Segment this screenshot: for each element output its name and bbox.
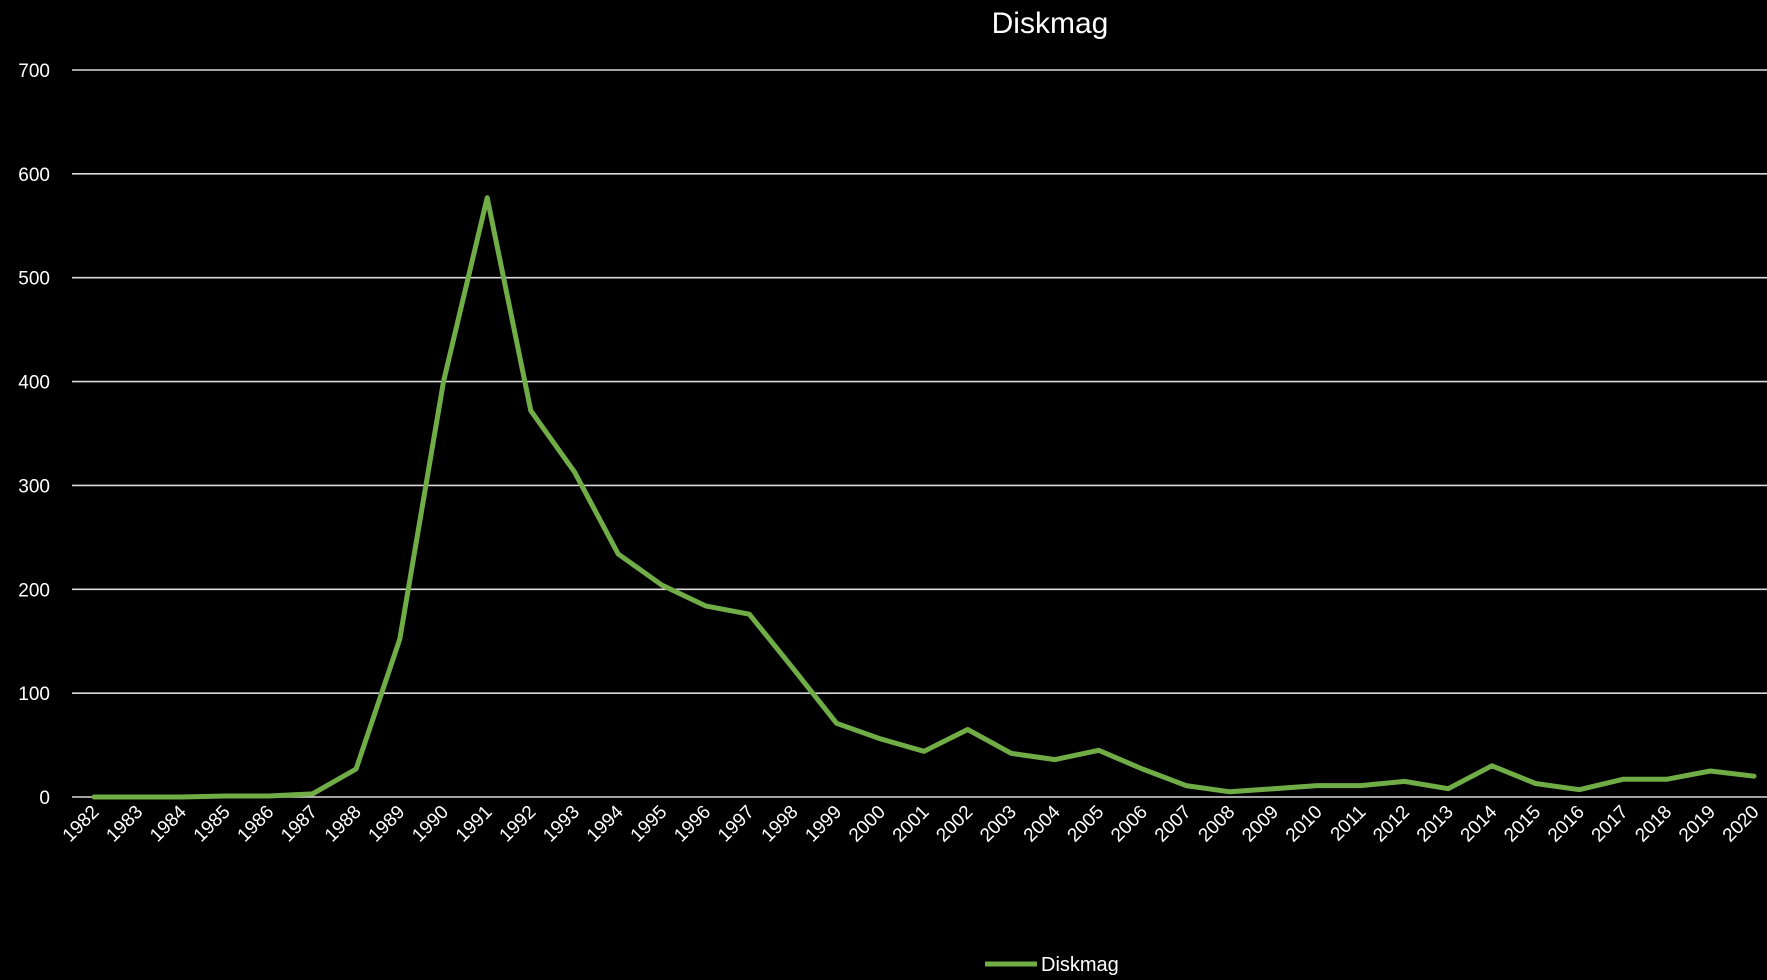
data-point: [267, 794, 271, 798]
data-point: [1009, 751, 1013, 755]
x-axis: 1982198319841985198619871988198919901991…: [59, 801, 1764, 846]
series-line-diskmag: [91, 195, 1757, 800]
data-point: [704, 604, 708, 608]
data-point: [1446, 787, 1450, 791]
y-tick-label: 300: [18, 476, 50, 497]
data-point: [1403, 779, 1406, 783]
x-tick-label: 2017: [1588, 802, 1633, 847]
x-tick-label: 1983: [102, 802, 147, 847]
data-point: [573, 470, 576, 474]
x-tick-label: 1984: [146, 801, 191, 846]
data-point: [1621, 777, 1625, 781]
x-tick-label: 2015: [1500, 802, 1545, 847]
x-tick-label: 2010: [1282, 802, 1327, 847]
data-point: [1272, 787, 1275, 791]
legend-label-diskmag: Diskmag: [1041, 954, 1119, 976]
data-point: [1708, 769, 1712, 773]
x-tick-label: 1995: [627, 802, 672, 847]
data-point: [747, 612, 751, 616]
x-tick-label: 1999: [801, 802, 846, 847]
data-point: [1228, 790, 1232, 794]
data-point: [485, 196, 489, 200]
y-axis: 0 100 200 300 400 500 600 700: [18, 61, 50, 809]
x-tick-label: 1991: [452, 802, 497, 847]
x-tick-label: 2008: [1195, 802, 1240, 847]
x-tick-label: 2004: [1020, 801, 1065, 846]
y-tick-label: 100: [18, 684, 50, 705]
x-tick-label: 2001: [889, 802, 934, 847]
x-tick-label: 2000: [845, 802, 890, 847]
x-tick-label: 1994: [583, 801, 628, 846]
data-point: [1752, 774, 1756, 778]
legend: Diskmag: [985, 954, 1119, 976]
data-point: [1665, 777, 1669, 781]
x-tick-label: 2005: [1064, 802, 1109, 847]
data-point: [1359, 784, 1363, 788]
x-tick-label: 2018: [1631, 802, 1676, 847]
x-tick-label: 1985: [190, 802, 235, 847]
x-tick-label: 1989: [365, 802, 410, 847]
chart-title: Diskmag: [992, 7, 1109, 40]
x-tick-label: 1990: [408, 802, 453, 847]
x-tick-label: 2019: [1675, 802, 1720, 847]
x-tick-label: 1987: [277, 802, 322, 847]
data-point: [179, 795, 183, 799]
x-tick-label: 1986: [234, 802, 279, 847]
x-tick-label: 2020: [1719, 802, 1764, 847]
series-layer: [91, 195, 1757, 800]
data-point: [1097, 748, 1101, 752]
data-point: [354, 767, 358, 771]
data-point: [1140, 767, 1144, 771]
x-tick-label: 2007: [1151, 802, 1196, 847]
data-point: [223, 794, 227, 798]
y-tick-label: 0: [39, 788, 50, 809]
x-tick-label: 1996: [670, 802, 715, 847]
x-tick-label: 2006: [1107, 802, 1152, 847]
data-point: [1490, 764, 1494, 768]
x-tick-label: 2011: [1327, 802, 1371, 846]
data-point: [835, 721, 839, 725]
x-tick-label: 2014: [1457, 801, 1502, 846]
data-point: [310, 792, 314, 796]
data-point: [616, 552, 620, 556]
x-tick-label: 2016: [1544, 802, 1589, 847]
data-point: [1184, 784, 1188, 788]
data-point: [878, 737, 882, 741]
x-tick-label: 1988: [321, 802, 366, 847]
x-tick-label: 2003: [976, 802, 1021, 847]
data-point: [1315, 784, 1319, 788]
x-tick-label: 2012: [1369, 802, 1414, 847]
data-point: [1053, 758, 1057, 762]
x-tick-label: 1992: [496, 802, 541, 847]
data-point: [1577, 788, 1581, 792]
x-tick-label: 1993: [539, 802, 584, 847]
data-point: [529, 409, 533, 413]
x-tick-label: 2013: [1413, 802, 1458, 847]
x-tick-label: 2009: [1238, 802, 1283, 847]
grid-lines: [72, 69, 1767, 798]
x-tick-label: 1997: [714, 802, 759, 847]
y-tick-label: 600: [18, 165, 50, 186]
data-point: [966, 728, 970, 731]
x-tick-label: 2002: [932, 802, 977, 847]
data-point: [922, 749, 926, 753]
y-tick-label: 400: [18, 373, 50, 394]
y-tick-label: 700: [18, 61, 50, 82]
data-point: [136, 795, 140, 799]
data-point: [92, 795, 96, 799]
data-point: [660, 583, 664, 587]
x-tick-label: 1982: [59, 802, 104, 847]
data-point: [442, 380, 445, 384]
data-point: [791, 666, 795, 670]
y-tick-label: 200: [18, 580, 50, 601]
data-point: [1534, 782, 1538, 785]
y-tick-label: 500: [18, 269, 50, 290]
x-tick-label: 1998: [758, 802, 803, 847]
data-point: [398, 637, 402, 641]
